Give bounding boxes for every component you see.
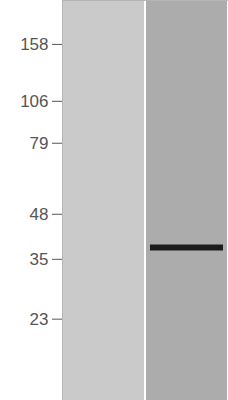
svg-text:158: 158	[20, 35, 48, 54]
svg-text:23: 23	[30, 310, 49, 329]
svg-text:79: 79	[30, 134, 49, 153]
svg-text:106: 106	[20, 92, 48, 111]
svg-text:48: 48	[30, 205, 49, 224]
svg-text:35: 35	[30, 250, 49, 269]
